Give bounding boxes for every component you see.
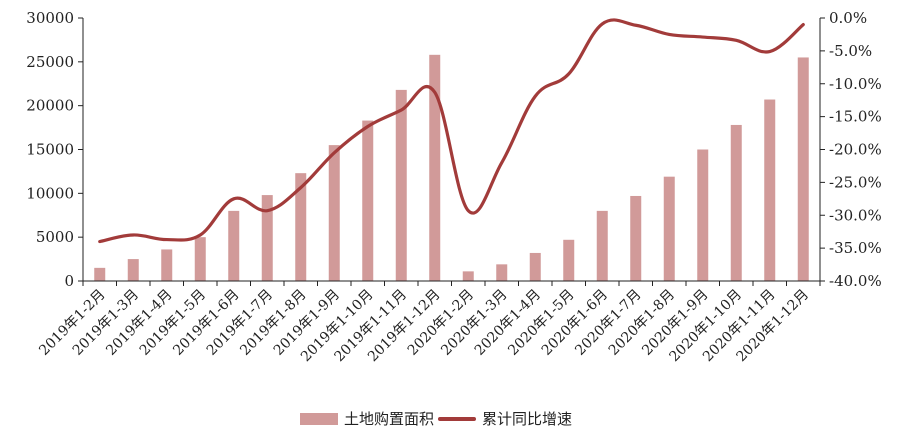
left-tick-label: 15000 [26, 141, 74, 159]
legend: 土地购置面积 累计同比增速 [300, 408, 576, 429]
left-tick-label: 20000 [26, 97, 74, 115]
bar [127, 259, 139, 281]
right-tick-label: -30.0% [829, 206, 882, 224]
right-tick-label: -5.0% [829, 42, 872, 60]
right-tick-label: -40.0% [829, 272, 882, 290]
left-tick-label: 10000 [26, 184, 74, 202]
bar [596, 210, 608, 281]
bar [529, 252, 541, 281]
bar [429, 54, 441, 281]
axes: 0 5000 10000 15000 20000 25000 30000 -40.0% -35.… [26, 9, 881, 365]
line-series-growth [98, 18, 805, 244]
bar [395, 89, 407, 282]
bar [563, 239, 575, 281]
right-tick-label: -20.0% [829, 141, 882, 159]
bar [663, 176, 675, 281]
bar [261, 195, 273, 281]
right-tick-label: 0.0% [829, 9, 867, 27]
legend-label-bar: 土地购置面积 [344, 410, 435, 428]
left-tick-label: 0 [64, 272, 74, 290]
legend-item-bar: 土地购置面积 [300, 408, 434, 429]
bar [764, 99, 776, 281]
bar [328, 145, 340, 281]
bar [462, 271, 474, 281]
bar [228, 210, 240, 281]
bar [797, 57, 809, 282]
bar [496, 264, 508, 281]
right-tick-label: -25.0% [829, 173, 882, 191]
growth-line [98, 18, 805, 244]
bar [630, 195, 642, 281]
bar [295, 173, 307, 281]
bar [194, 237, 206, 281]
legend-item-line: 累计同比增速 [438, 408, 572, 429]
bar [362, 120, 374, 281]
right-tick-label: -15.0% [829, 108, 882, 126]
bar [94, 267, 106, 281]
left-tick-label: 5000 [36, 228, 74, 246]
legend-label-line: 累计同比增速 [482, 410, 573, 428]
left-tick-label: 30000 [26, 9, 74, 27]
right-tick-label: -10.0% [829, 75, 882, 93]
left-tick-label: 25000 [26, 53, 74, 71]
bar [161, 249, 173, 281]
legend-swatch-bar [300, 412, 338, 425]
bar [697, 149, 709, 281]
right-tick-label: -35.0% [829, 239, 882, 257]
bar [730, 124, 742, 281]
bar-series-land-area [94, 54, 809, 282]
legend-swatch-line [438, 416, 477, 421]
